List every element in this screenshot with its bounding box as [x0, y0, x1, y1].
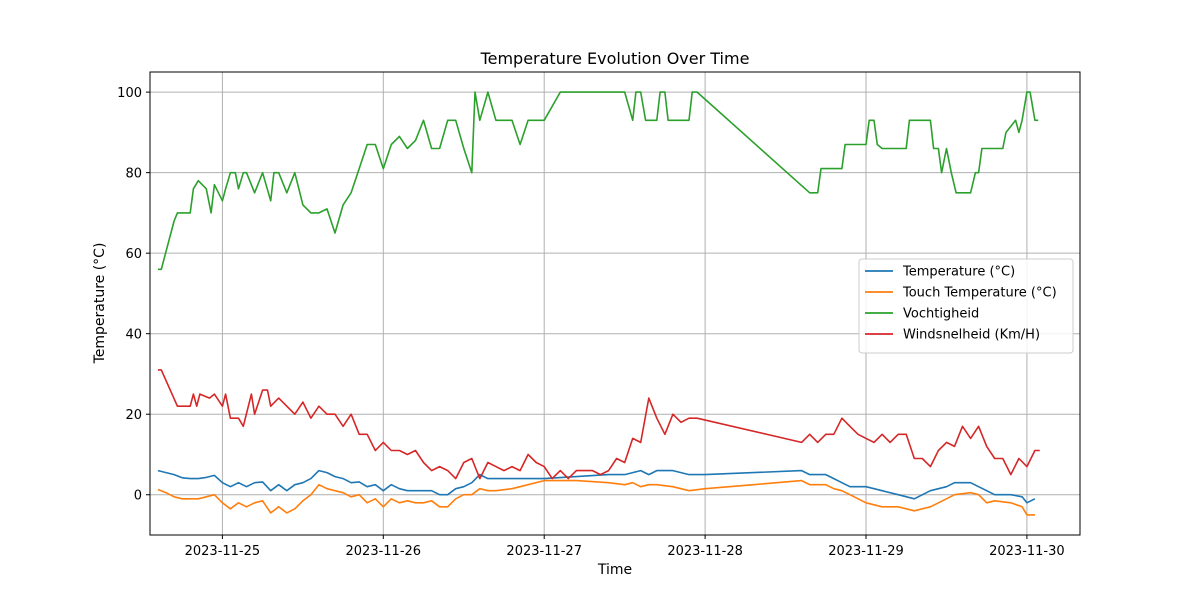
legend-label: Vochtigheid: [903, 307, 979, 322]
x-tick-label: 2023-11-26: [346, 544, 422, 559]
plot-frame: [149, 71, 1081, 536]
x-tick-label: 2023-11-29: [828, 544, 904, 559]
legend-label: Windsnelheid (Km/H): [903, 328, 1040, 343]
x-tick-label: 2023-11-30: [989, 544, 1065, 559]
series-line-4: [158, 369, 1040, 480]
y-tick-label: 20: [125, 408, 142, 423]
y-tick-label: 100: [117, 86, 142, 101]
x-tick-label: 2023-11-27: [506, 544, 582, 559]
legend-label: Temperature (°C): [902, 265, 1015, 280]
chart-title: Temperature Evolution Over Time: [480, 49, 750, 68]
x-tick-label: 2023-11-28: [667, 544, 743, 559]
y-tick-label: 40: [125, 328, 142, 343]
series-line-2: [157, 479, 1035, 516]
legend: Temperature (°C) Touch Temperature (°C) Vo…: [858, 258, 1074, 354]
x-axis-label: Time: [597, 562, 632, 578]
series-lines: [157, 91, 1040, 516]
y-axis-label: Temperature (°C): [92, 243, 108, 365]
legend-box: [858, 258, 1074, 354]
y-tick-label: 0: [134, 489, 142, 504]
y-tick-label: 60: [125, 247, 142, 262]
series-line-3: [158, 91, 1039, 271]
axis-ticks: 2023-11-25 2023-11-26 2023-11-27 2023-11-28…: [117, 86, 1065, 559]
x-tick-label: 2023-11-25: [185, 544, 261, 559]
y-tick-label: 80: [125, 167, 142, 182]
legend-label: Touch Temperature (°C): [902, 286, 1057, 301]
series-line-1: [157, 469, 1036, 504]
